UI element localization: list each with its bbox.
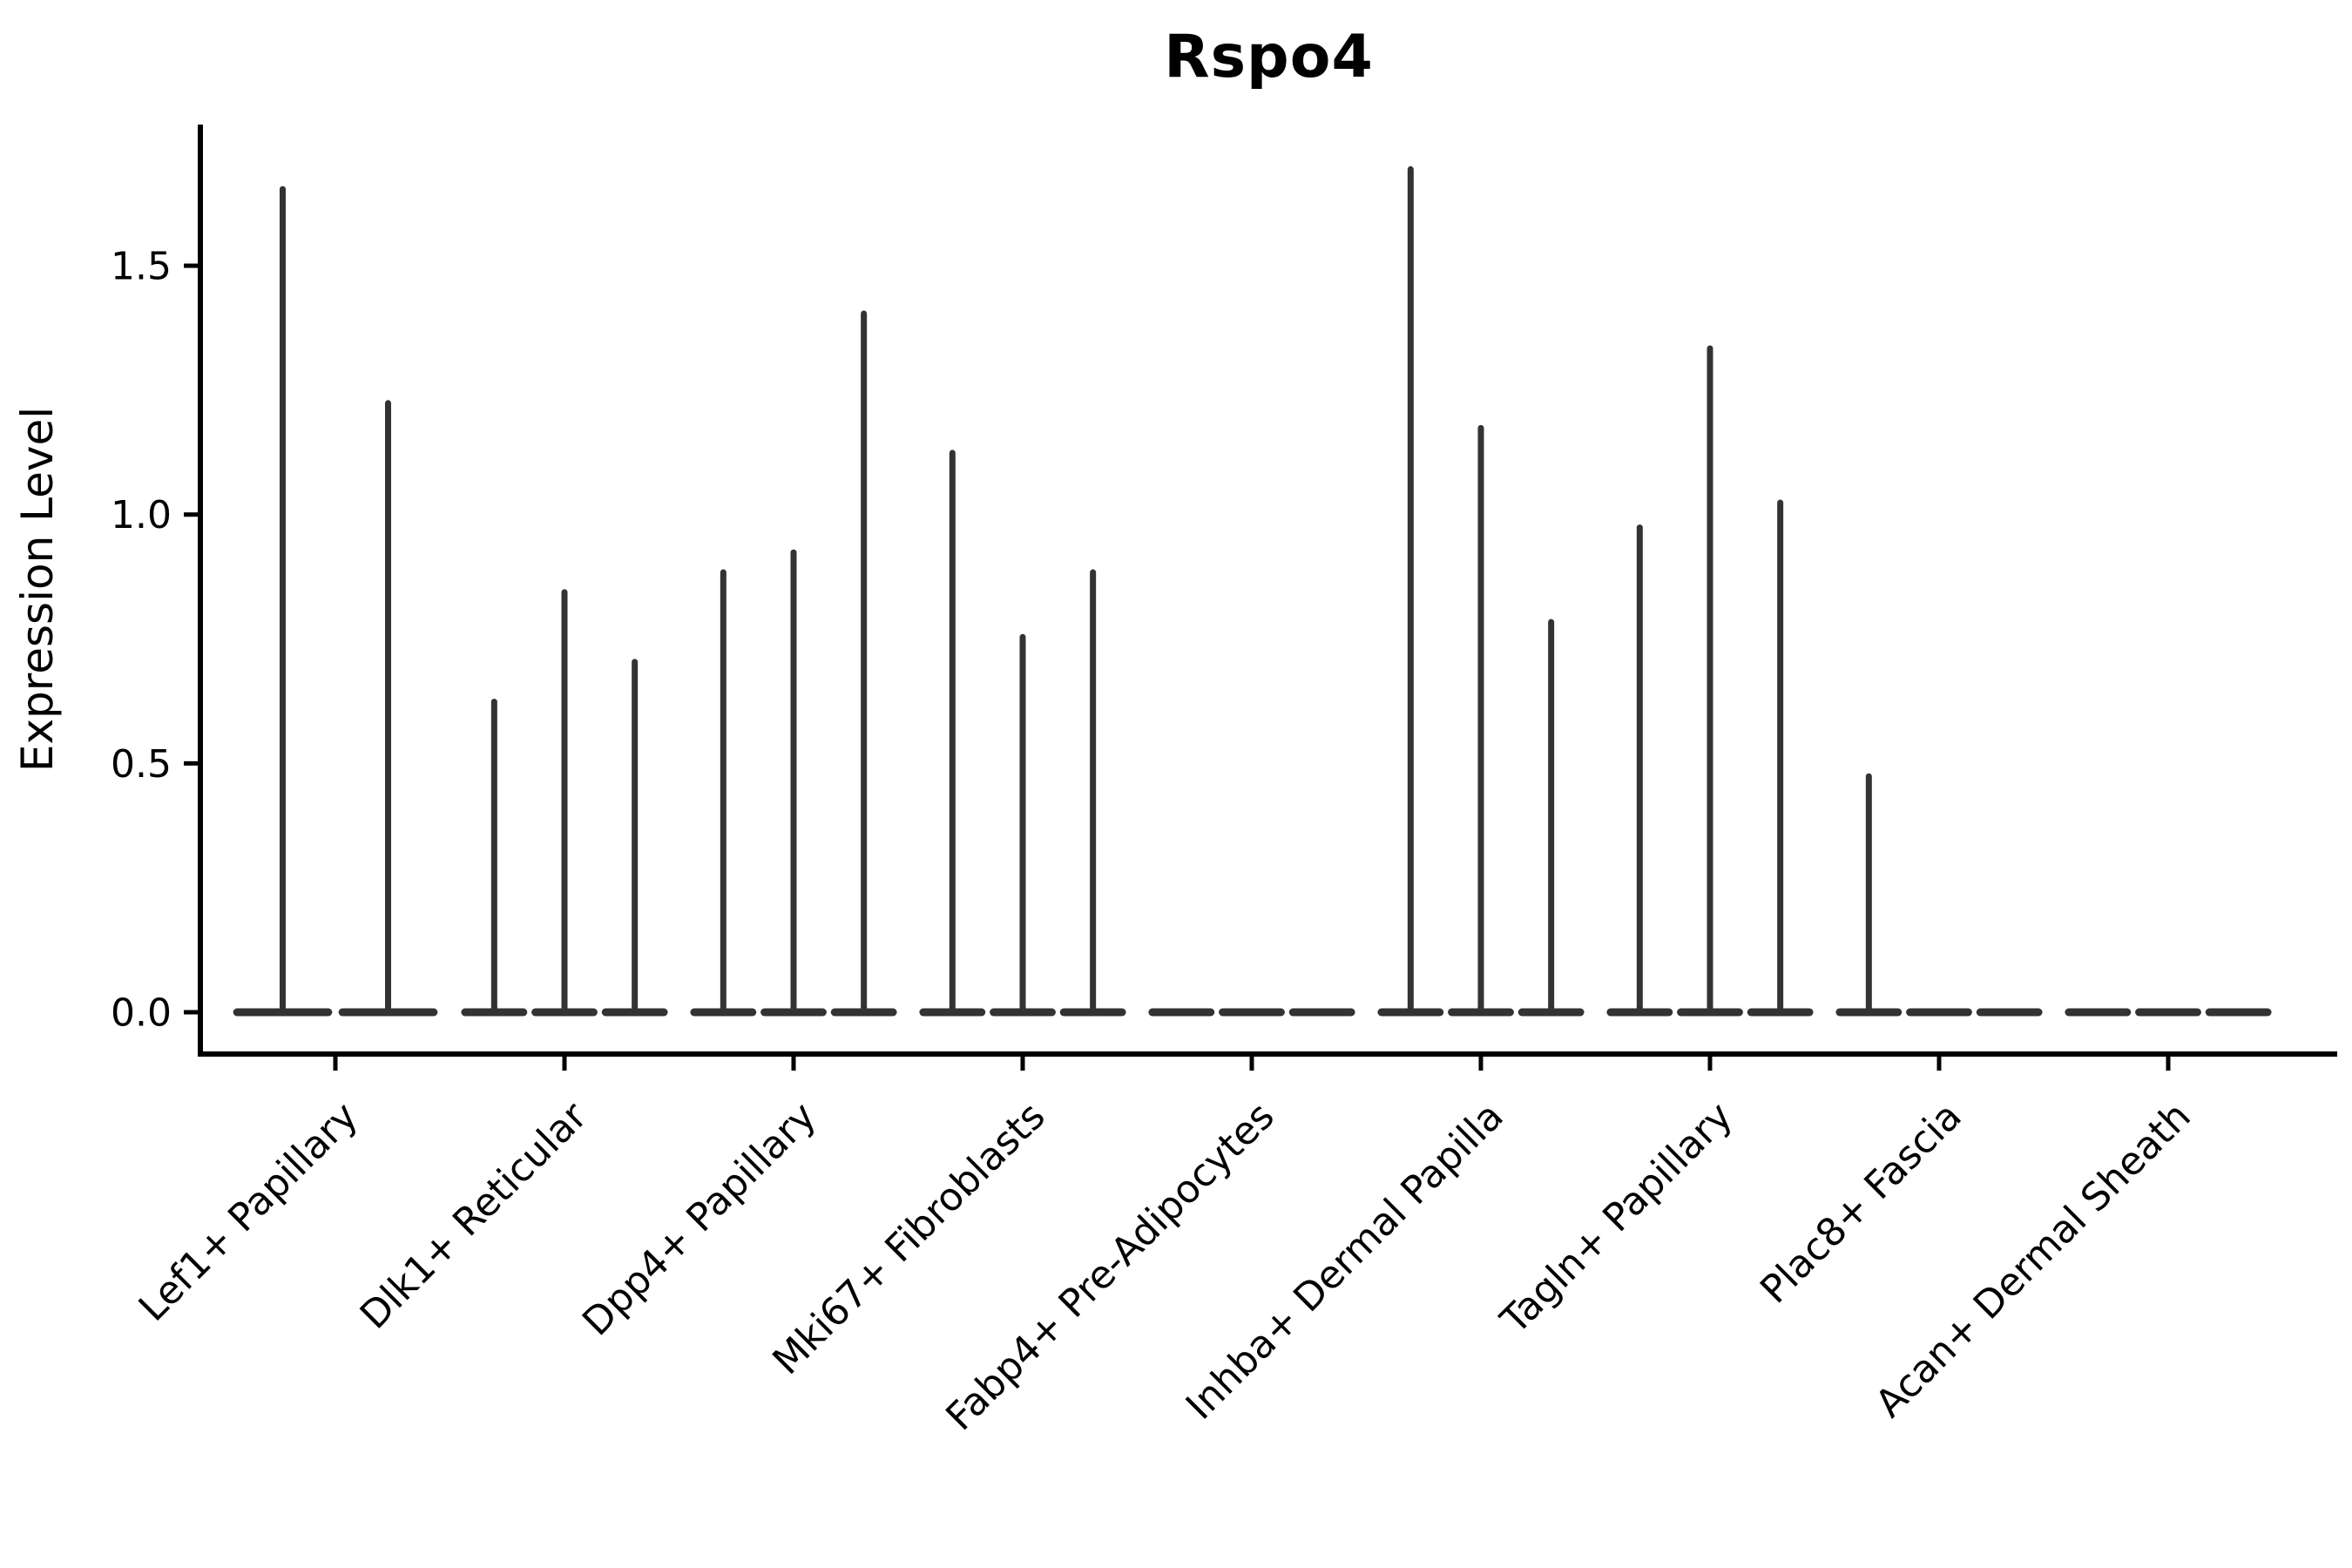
violin-spike — [490, 699, 497, 1014]
violin-base — [1906, 1008, 1972, 1017]
violin-spike — [1548, 618, 1555, 1014]
violin-base — [830, 1008, 897, 1017]
violin-base — [531, 1008, 598, 1017]
violin-base — [1148, 1008, 1215, 1017]
violin-base — [1059, 1008, 1126, 1017]
violin-base — [919, 1008, 986, 1017]
violin-base — [338, 1008, 438, 1017]
violin-spike — [1777, 499, 1784, 1014]
violin-base — [990, 1008, 1056, 1017]
violin-base — [1835, 1008, 1903, 1017]
y-tick-mark — [184, 263, 198, 268]
violin-spike — [632, 659, 639, 1014]
violin-spike — [861, 310, 868, 1014]
violin-base — [461, 1008, 528, 1017]
violin-spike — [790, 549, 797, 1014]
y-tick-label: 1.5 — [111, 244, 172, 288]
violin-spike — [720, 569, 727, 1014]
x-category-label: Dpp4+ Papillary — [574, 1094, 825, 1345]
violin-spike — [1090, 569, 1097, 1014]
violin-spike — [1407, 166, 1414, 1015]
x-category-label: Plac8+ Fascia — [1752, 1094, 1970, 1313]
y-tick-label: 1.0 — [111, 493, 172, 537]
violin-spike — [1636, 524, 1643, 1014]
violin-spike — [1707, 345, 1713, 1014]
violin-base — [233, 1008, 333, 1017]
x-tick-mark — [1020, 1057, 1025, 1071]
violin-base — [601, 1008, 668, 1017]
violin-base — [1288, 1008, 1355, 1017]
violin-base — [1517, 1008, 1585, 1017]
y-tick-mark — [184, 1010, 198, 1015]
violin-spike — [1019, 633, 1026, 1014]
violin-base — [2135, 1008, 2201, 1017]
violin-base — [1976, 1008, 2043, 1017]
violin-spike — [1865, 773, 1872, 1014]
violin-base — [690, 1008, 757, 1017]
violin-base — [1606, 1008, 1673, 1017]
y-tick-label: 0.5 — [111, 742, 172, 787]
x-tick-mark — [1478, 1057, 1484, 1071]
violin-spike — [1477, 424, 1484, 1015]
x-axis-spine — [198, 1051, 2337, 1057]
y-tick-label: 0.0 — [111, 990, 172, 1035]
x-tick-mark — [2166, 1057, 2171, 1071]
x-category-label: Tagln+ Papillary — [1492, 1094, 1741, 1343]
violin-base — [760, 1008, 827, 1017]
x-tick-mark — [791, 1057, 796, 1071]
x-category-label: Lef1+ Papillary — [131, 1094, 367, 1330]
x-tick-mark — [333, 1057, 338, 1071]
violin-spike — [385, 400, 391, 1014]
y-tick-mark — [184, 512, 198, 517]
x-tick-mark — [1249, 1057, 1254, 1071]
violin-base — [1677, 1008, 1743, 1017]
violin-base — [1448, 1008, 1514, 1017]
violin-spike — [949, 449, 956, 1014]
violin-base — [2065, 1008, 2132, 1017]
y-axis-spine — [198, 125, 203, 1057]
x-category-label: Dlk1+ Reticular — [352, 1093, 597, 1338]
violin-base — [1377, 1008, 1444, 1017]
violin-base — [2205, 1008, 2272, 1017]
y-axis-label: Expression Level — [12, 407, 63, 772]
violin-spike — [561, 589, 568, 1014]
y-tick-mark — [184, 760, 198, 766]
violin-spike — [280, 186, 286, 1015]
chart-title: Rspo4 — [1164, 23, 1374, 91]
violin-base — [1747, 1008, 1814, 1017]
violin-base — [1219, 1008, 1285, 1017]
x-tick-mark — [1707, 1057, 1713, 1071]
x-tick-mark — [1936, 1057, 1942, 1071]
x-tick-mark — [562, 1057, 567, 1071]
